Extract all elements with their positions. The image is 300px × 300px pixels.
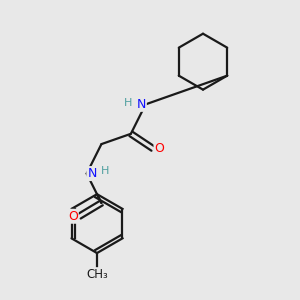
Text: H: H [124,98,133,108]
Text: O: O [68,210,78,223]
Text: H: H [101,166,109,176]
Text: O: O [154,142,164,155]
Text: N: N [87,167,97,180]
Text: CH₃: CH₃ [86,268,108,281]
Text: N: N [136,98,146,111]
